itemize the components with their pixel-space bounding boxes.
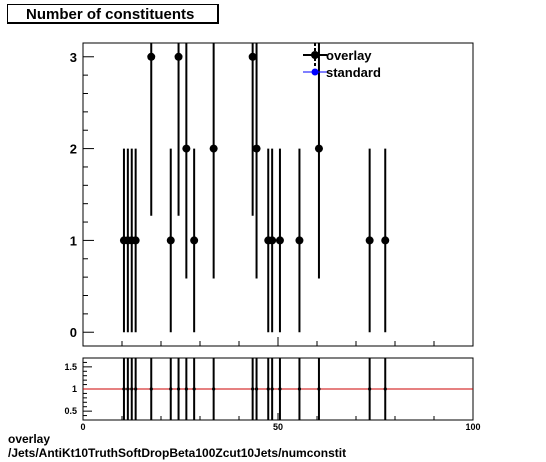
- overlay-point: [166, 236, 175, 245]
- ratio-point: [251, 387, 255, 391]
- chart-title: Number of constituents: [26, 6, 195, 23]
- ratio-point: [317, 387, 321, 391]
- y-tick-label: 2: [70, 142, 77, 157]
- ratio-point: [176, 387, 181, 391]
- y-tick-label: 0: [70, 325, 77, 340]
- ratio-point: [254, 387, 259, 391]
- overlay-point: [131, 236, 140, 245]
- x-tick-label: 50: [273, 422, 283, 432]
- overlay-point: [268, 236, 277, 245]
- y-tick-label: 1: [70, 233, 77, 248]
- legend-standard-dot: [311, 68, 319, 76]
- ratio-point: [169, 387, 173, 391]
- ratio-y-tick-label: 0.5: [64, 406, 77, 416]
- overlay-point: [252, 144, 261, 153]
- ratio-point: [192, 387, 196, 391]
- main-plot-area: 0 1 2 3: [70, 42, 474, 347]
- overlay-point: [314, 144, 323, 153]
- overlay-point: [248, 52, 257, 61]
- ratio-point: [149, 387, 153, 391]
- ratio-point: [266, 387, 270, 391]
- legend: overlay standard: [303, 43, 381, 80]
- footer-path: /Jets/AntiKt10TruthSoftDropBeta100Zcut10…: [8, 446, 347, 460]
- chart-title-box: Number of constituents: [7, 4, 219, 24]
- footer-label: overlay: [8, 432, 51, 446]
- x-tick-label: 100: [465, 422, 480, 432]
- overlay-point: [209, 144, 218, 153]
- overlay-point: [365, 236, 374, 245]
- ratio-plot-area: 0.5 1 1.5 0 50 100: [64, 357, 481, 432]
- ratio-point: [122, 387, 126, 391]
- y-tick-label: 3: [70, 50, 77, 65]
- overlay-point: [275, 236, 284, 245]
- legend-overlay-label: overlay: [326, 48, 372, 63]
- ratio-point: [297, 387, 302, 391]
- ratio-point: [184, 387, 188, 391]
- ratio-y-tick-label: 1.5: [64, 362, 77, 372]
- ratio-point: [212, 387, 216, 391]
- ratio-point: [383, 387, 387, 391]
- overlay-point: [190, 236, 199, 245]
- ratio-y-tick-label: 1: [72, 384, 77, 394]
- overlay-point: [147, 52, 156, 61]
- ratio-point: [278, 387, 282, 391]
- ratio-point: [368, 387, 372, 391]
- legend-overlay-dot: [311, 51, 319, 59]
- x-tick-label: 0: [80, 422, 85, 432]
- main-frame-border: [82, 42, 474, 347]
- ratio-point: [270, 387, 274, 391]
- overlay-point: [295, 236, 304, 245]
- overlay-point: [182, 144, 191, 153]
- ratio-point: [134, 387, 138, 391]
- overlay-point: [381, 236, 390, 245]
- legend-standard-label: standard: [326, 65, 381, 80]
- ratio-point: [126, 387, 130, 391]
- ratio-point: [130, 387, 134, 391]
- overlay-point: [174, 52, 183, 61]
